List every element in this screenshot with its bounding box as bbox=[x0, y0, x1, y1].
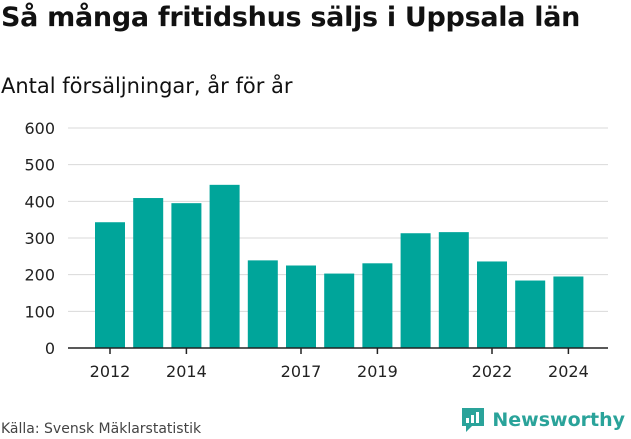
bar-2021 bbox=[438, 232, 469, 348]
y-tick-label: 600 bbox=[24, 119, 55, 138]
bar-2018 bbox=[324, 273, 355, 348]
x-tick-label: 2012 bbox=[90, 362, 131, 381]
y-tick-label: 0 bbox=[45, 339, 55, 358]
bar-2015 bbox=[209, 184, 240, 348]
x-tick-label: 2022 bbox=[472, 362, 513, 381]
bar-2014 bbox=[171, 203, 202, 348]
chart-subtitle: Antal försäljningar, år för år bbox=[1, 74, 293, 98]
y-tick-label: 200 bbox=[24, 266, 55, 285]
x-tick-label: 2014 bbox=[166, 362, 207, 381]
bar-2020 bbox=[400, 233, 431, 348]
bar-chart: 0 100 200 300 400 500 600 2012 2014 2017 2019 2022 2… bbox=[24, 119, 608, 381]
chart-title: Så många fritidshus säljs i Uppsala län bbox=[1, 2, 581, 33]
bar-2012 bbox=[95, 222, 125, 348]
bar-2022 bbox=[477, 261, 507, 348]
y-tick-label: 300 bbox=[24, 229, 55, 248]
bar-2016 bbox=[247, 260, 278, 348]
bar-2017 bbox=[286, 265, 316, 348]
bar-2019 bbox=[362, 263, 393, 348]
newsworthy-logo-icon bbox=[462, 408, 485, 432]
bar-2013 bbox=[133, 198, 164, 348]
brand-logo: Newsworthy bbox=[460, 406, 625, 434]
y-tick-label: 100 bbox=[24, 302, 55, 321]
source-note: Källa: Svensk Mäklarstatistik bbox=[1, 421, 202, 437]
x-tick-label: 2024 bbox=[548, 362, 589, 381]
brand-name: Newsworthy bbox=[492, 409, 625, 431]
bar-2024 bbox=[553, 276, 584, 348]
x-tick-label: 2019 bbox=[357, 362, 398, 381]
x-tick-label: 2017 bbox=[281, 362, 322, 381]
y-tick-label: 500 bbox=[24, 156, 55, 175]
y-tick-label: 400 bbox=[24, 192, 55, 211]
bar-2023 bbox=[515, 280, 546, 348]
